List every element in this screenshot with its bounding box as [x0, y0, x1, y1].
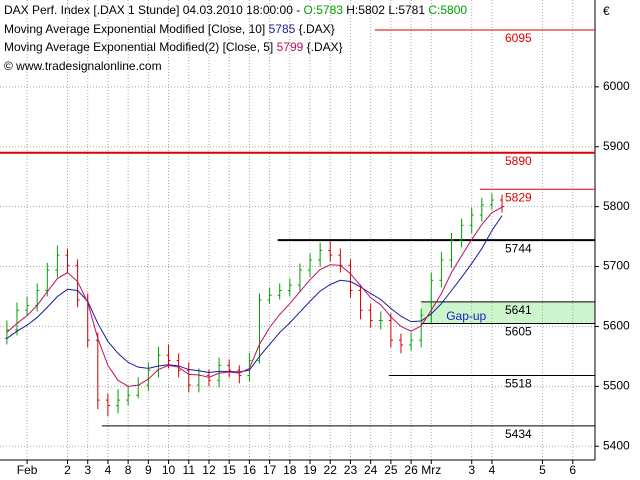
title: DAX Perf. Index [.DAX 1 Stunde] 04.03.20…: [4, 3, 301, 17]
currency: €: [603, 4, 610, 18]
y-tick-label: 6000: [603, 79, 630, 93]
legend-value: 5785: [268, 22, 296, 36]
open: O:5783: [303, 3, 343, 17]
legend-entry: Moving Average Exponential Modified(2) […: [4, 40, 343, 54]
legend-entry: Moving Average Exponential Modified [Clo…: [4, 22, 335, 36]
header: DAX Perf. Index [.DAX 1 Stunde] 04.03.20…: [4, 3, 467, 17]
ma-line: [6, 206, 503, 387]
x-tick-label: 5: [539, 463, 546, 477]
legend-symbol: {.DAX}: [298, 22, 335, 36]
x-tick-label: 15: [223, 463, 237, 477]
legend-name: Moving Average Exponential Modified(2) […: [4, 40, 274, 54]
legend-value: 5799: [276, 40, 304, 54]
x-tick-label: 2: [64, 463, 71, 477]
x-tick-label: 22: [324, 463, 338, 477]
x-tick-label: 23: [344, 463, 358, 477]
level-label: 6095: [505, 31, 532, 45]
x-tick-label: 3: [468, 463, 475, 477]
y-tick-label: 5700: [603, 259, 630, 273]
x-tick-label: 10: [162, 463, 176, 477]
x-tick-label: 4: [489, 463, 496, 477]
y-tick-label: 5600: [603, 319, 630, 333]
y-tick-label: 5500: [603, 379, 630, 393]
x-tick-label: 25: [384, 463, 398, 477]
x-tick-label: 19: [303, 463, 317, 477]
y-tick-label: 5800: [603, 199, 630, 213]
x-tick-label: Feb: [17, 463, 38, 477]
x-tick-label: 3: [84, 463, 91, 477]
x-tick-label: Mrz: [421, 463, 441, 477]
x-tick-label: 9: [145, 463, 152, 477]
x-tick-label: 12: [202, 463, 216, 477]
high: H:5802: [346, 3, 385, 17]
level-label: 5605: [505, 325, 532, 339]
x-tick-label: 8: [125, 463, 132, 477]
level-label: 5744: [505, 241, 532, 255]
level-label: 5434: [505, 427, 532, 441]
x-tick-label: 26: [404, 463, 418, 477]
x-tick-label: 17: [263, 463, 277, 477]
x-tick-label: 4: [105, 463, 112, 477]
y-tick-label: 5400: [603, 438, 630, 452]
x-tick-label: 24: [364, 463, 378, 477]
legend-symbol: {.DAX}: [306, 40, 343, 54]
level-label: 5890: [505, 154, 532, 168]
x-tick-label: 18: [283, 463, 297, 477]
level-label: 5641: [505, 303, 532, 317]
copyright: © www.tradesignalonline.com: [4, 59, 162, 73]
ma-line: [6, 215, 503, 374]
low: L:5781: [388, 3, 426, 17]
gap-zone: [421, 301, 595, 324]
gap-label: Gap-up: [446, 309, 486, 323]
y-tick-label: 5900: [603, 139, 630, 153]
legend-name: Moving Average Exponential Modified [Clo…: [4, 22, 266, 36]
level-label: 5829: [505, 190, 532, 204]
x-tick-label: 16: [243, 463, 257, 477]
close: C:5800: [428, 3, 468, 17]
level-label: 5518: [505, 377, 532, 391]
x-tick-label: 11: [183, 463, 196, 477]
x-tick-label: 6: [569, 463, 576, 477]
